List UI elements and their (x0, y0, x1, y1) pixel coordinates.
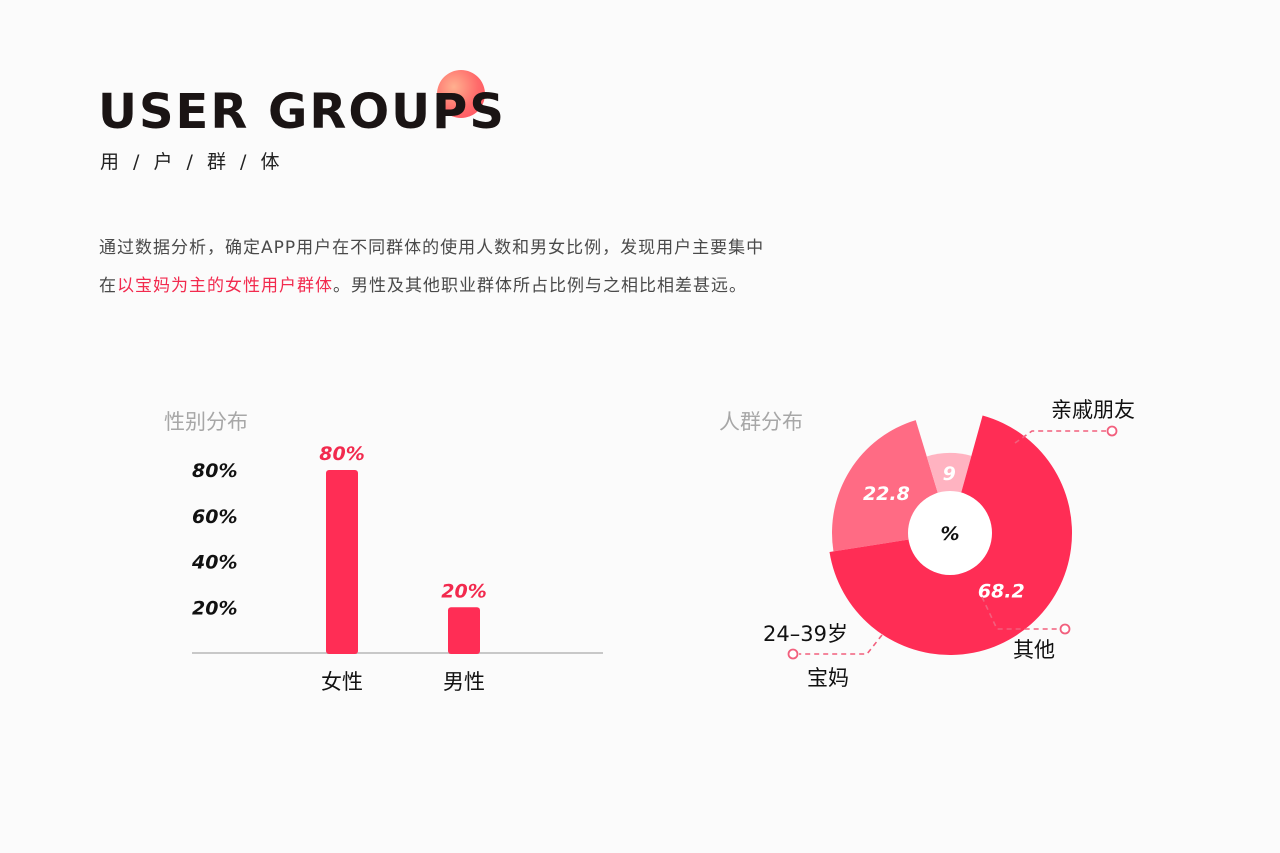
callout-line-other (981, 596, 1060, 630)
crowd-pie-chart: 68.2 22.8 9 % 亲戚朋友 其他 24–39岁 宝妈 (763, 398, 1135, 690)
callout-dot-other (1059, 623, 1071, 635)
decorative-dot (437, 70, 485, 118)
bar (448, 607, 480, 654)
y-tick-label: 40% (191, 552, 237, 574)
pie-center-hole (908, 491, 992, 575)
callout-dot-mom (787, 648, 799, 660)
callout-sublabel-mom: 24–39岁 (763, 622, 848, 646)
pie-slice-label: 9 (943, 463, 956, 485)
page-title: USER GROUPS (98, 84, 506, 140)
description-highlight: 以宝妈为主的女性用户群体 (117, 276, 333, 296)
callout-label-mom: 宝妈 (807, 666, 849, 690)
callout-line-relatives (1014, 430, 1106, 444)
pie-slice-label: 68.2 (978, 581, 1025, 603)
page-subtitle: 用 / 户 / 群 / 体 (100, 151, 284, 173)
bar-value-label: 20% (441, 580, 486, 602)
crowd-chart-title: 人群分布 (719, 410, 803, 434)
category-label: 女性 (321, 670, 363, 694)
gender-chart-title: 性别分布 (164, 410, 248, 434)
callout-dot-relatives (1106, 425, 1118, 437)
description-text: 通过数据分析，确定APP用户在不同群体的使用人数和男女比例，发现用户主要集中在以… (99, 229, 779, 305)
bar (326, 470, 358, 654)
callout-label-relatives: 亲戚朋友 (1051, 398, 1135, 422)
gender-bar-chart: 20% 40% 60% 80% 80% 女性 20% 男性 (191, 443, 603, 694)
description-part-2: 。男性及其他职业群体所占比例与之相比相差甚远。 (333, 276, 747, 296)
category-label: 男性 (443, 670, 485, 694)
callout-label-other: 其他 (1013, 638, 1055, 662)
pie-slice-label: 22.8 (863, 483, 910, 505)
pie-center-label: % (940, 523, 959, 545)
y-tick-label: 60% (192, 506, 237, 528)
bar-value-label: 80% (319, 443, 364, 465)
y-tick-label: 20% (192, 597, 237, 619)
description-part-1: 通过数据分析，确定APP用户在不同群体的使用人数和男女比例，发现用户主要集中在 (99, 238, 765, 296)
y-tick-label: 80% (192, 460, 237, 482)
